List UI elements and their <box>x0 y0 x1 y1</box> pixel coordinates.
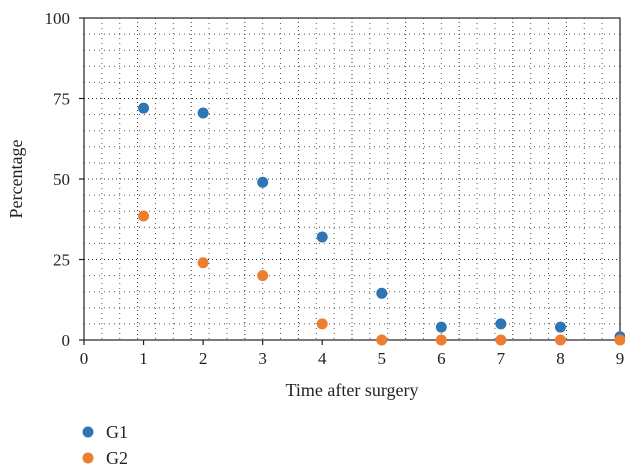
tick-labels: 0 1 2 3 4 5 6 7 8 9 0 25 50 75 100 <box>45 9 625 368</box>
data-point-g1 <box>495 318 507 330</box>
data-point-g2 <box>614 334 625 346</box>
x-tick-label: 8 <box>556 349 565 368</box>
data-point-g1 <box>435 321 447 333</box>
legend-marker <box>82 426 94 438</box>
x-tick-label: 9 <box>616 349 625 368</box>
axes <box>79 17 621 345</box>
data-point-g2 <box>376 334 388 346</box>
x-tick-label: 0 <box>80 349 89 368</box>
y-tick-label: 25 <box>53 251 70 270</box>
y-tick-label: 50 <box>53 170 70 189</box>
data-point-g2 <box>197 257 209 269</box>
data-point-g2 <box>138 210 150 222</box>
y-tick-label: 0 <box>62 331 71 350</box>
y-tick-label: 75 <box>53 90 70 109</box>
y-tick-label: 100 <box>45 9 71 28</box>
data-point-g1 <box>197 107 209 119</box>
x-tick-label: 1 <box>139 349 148 368</box>
data-point-g1 <box>554 321 566 333</box>
y-axis-title: Percentage <box>6 140 26 219</box>
x-tick-label: 6 <box>437 349 446 368</box>
data-points <box>138 102 625 346</box>
x-tick-label: 4 <box>318 349 327 368</box>
data-point-g2 <box>554 334 566 346</box>
legend-marker <box>82 452 94 464</box>
data-point-g2 <box>495 334 507 346</box>
data-point-g2 <box>435 334 447 346</box>
data-point-g2 <box>316 318 328 330</box>
x-tick-label: 3 <box>258 349 267 368</box>
grid <box>84 18 620 340</box>
x-tick-label: 7 <box>497 349 506 368</box>
x-tick-label: 2 <box>199 349 208 368</box>
x-axis-title: Time after surgery <box>286 380 419 400</box>
legend-label: G2 <box>106 448 128 468</box>
data-point-g1 <box>376 287 388 299</box>
data-point-g2 <box>257 270 269 282</box>
data-point-g1 <box>138 102 150 114</box>
data-point-g1 <box>316 231 328 243</box>
x-tick-label: 5 <box>378 349 387 368</box>
legend-label: G1 <box>106 422 128 442</box>
data-point-g1 <box>257 176 269 188</box>
